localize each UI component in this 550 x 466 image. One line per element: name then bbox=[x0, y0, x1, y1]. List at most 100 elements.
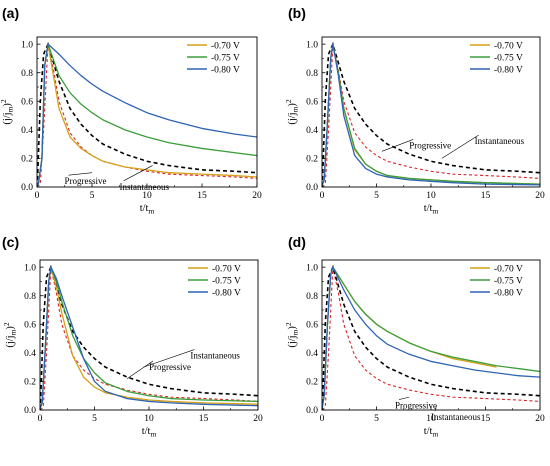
y-tick-label: 0.6 bbox=[24, 320, 36, 330]
chart-panel-1: (a) 0 5 10 15 20 0.0 0.2 0.4 0.6 0.8 1.0 t/tm (j/jm)2… bbox=[0, 5, 262, 216]
panel-label: (a) bbox=[2, 5, 19, 21]
annotation-leader bbox=[434, 405, 437, 412]
legend-label: -0.70 V bbox=[212, 264, 241, 274]
legend-label: -0.80 V bbox=[211, 65, 240, 75]
chart-panel-2: (b) 0 5 10 15 20 0.0 0.2 0.4 0.6 0.8 1.0 t/tm (j/jm)2… bbox=[284, 5, 545, 216]
y-tick-label: 1.0 bbox=[306, 40, 318, 50]
x-tick-label: 20 bbox=[535, 191, 545, 201]
x-tick-label: 20 bbox=[253, 414, 263, 424]
y-tick-label: 0.4 bbox=[21, 126, 33, 136]
x-axis-label: t/tm bbox=[424, 203, 439, 216]
theory-line-progressive bbox=[40, 267, 258, 410]
chart-panel-3: (c) 0 5 10 15 20 0.0 0.2 0.4 0.6 0.8 1.0 t/tm (j/jm)2… bbox=[2, 234, 263, 439]
annotation-instantaneous: Instantaneous bbox=[475, 136, 525, 146]
x-tick-label: 5 bbox=[374, 191, 379, 201]
annotation-leader bbox=[127, 360, 154, 379]
legend-label: -0.75 V bbox=[212, 276, 241, 286]
y-tick-label: 0.8 bbox=[24, 292, 36, 302]
y-tick-label: 0.6 bbox=[21, 97, 33, 107]
annotation-instantaneous: Instantaneous bbox=[190, 351, 240, 361]
y-axis-label: (j/jm)2 bbox=[284, 99, 300, 125]
x-tick-label: 10 bbox=[144, 414, 154, 424]
legend-label: -0.70 V bbox=[211, 41, 240, 51]
y-tick-label: 0.4 bbox=[306, 349, 318, 359]
theory-line-instantaneous bbox=[322, 264, 540, 410]
y-tick-label: 1.0 bbox=[24, 263, 36, 273]
x-tick-label: 10 bbox=[426, 414, 436, 424]
y-tick-label: 0.4 bbox=[306, 126, 318, 136]
y-tick-label: 0.6 bbox=[306, 320, 318, 330]
annotation-leader bbox=[398, 396, 410, 400]
x-axis-label: t/tm bbox=[140, 203, 155, 216]
theory-line-progressive bbox=[322, 44, 540, 187]
annotation-progressive: Progressive bbox=[409, 140, 451, 150]
legend-label: -0.75 V bbox=[494, 53, 523, 63]
y-axis-label: (j/jm)2 bbox=[2, 322, 18, 348]
x-tick-label: 0 bbox=[320, 191, 325, 201]
y-tick-label: 0.2 bbox=[21, 155, 33, 165]
y-axis-label: (j/jm)2 bbox=[284, 322, 300, 348]
x-tick-label: 20 bbox=[535, 414, 545, 424]
legend-label: -0.75 V bbox=[494, 276, 523, 286]
x-axis-label: t/tm bbox=[142, 426, 157, 439]
legend-label: -0.80 V bbox=[494, 65, 523, 75]
theory-line-instantaneous bbox=[322, 41, 540, 187]
x-tick-label: 20 bbox=[252, 191, 262, 201]
legend-label: -0.75 V bbox=[211, 53, 240, 63]
y-tick-label: 1.0 bbox=[21, 40, 33, 50]
panel-label: (c) bbox=[2, 234, 19, 250]
series-line-3 bbox=[322, 43, 540, 186]
theory-line-progressive bbox=[322, 267, 540, 410]
x-axis-label: t/tm bbox=[424, 426, 439, 439]
x-tick-label: 10 bbox=[142, 191, 152, 201]
y-tick-label: 0.2 bbox=[306, 155, 318, 165]
chart-panel-4: (d) 0 5 10 15 20 0.0 0.2 0.4 0.6 0.8 1.0 t/tm (j/jm)2… bbox=[284, 234, 545, 439]
annotation-progressive: Progressive bbox=[395, 401, 437, 411]
x-tick-label: 15 bbox=[197, 191, 207, 201]
x-tick-label: 15 bbox=[199, 414, 209, 424]
panel-label: (d) bbox=[288, 234, 306, 250]
legend-label: -0.80 V bbox=[212, 288, 241, 298]
annotation-leader bbox=[123, 165, 153, 182]
annotation-progressive: Progressive bbox=[149, 362, 191, 372]
y-tick-label: 0.8 bbox=[306, 69, 318, 79]
annotation-instantaneous: Instantaneous bbox=[431, 412, 481, 422]
x-tick-label: 0 bbox=[320, 414, 325, 424]
annotation-leader bbox=[143, 349, 195, 368]
y-tick-label: 0.6 bbox=[306, 97, 318, 107]
legend-label: -0.70 V bbox=[494, 41, 523, 51]
x-tick-label: 5 bbox=[90, 191, 95, 201]
x-tick-label: 0 bbox=[38, 414, 43, 424]
x-tick-label: 15 bbox=[481, 191, 491, 201]
theory-line-instantaneous bbox=[37, 41, 257, 187]
series-line-3 bbox=[37, 43, 257, 187]
x-tick-label: 0 bbox=[35, 191, 40, 201]
y-tick-label: 0.0 bbox=[21, 183, 33, 193]
y-tick-label: 0.4 bbox=[24, 349, 36, 359]
y-tick-label: 0.0 bbox=[306, 406, 318, 416]
series-line-3 bbox=[40, 266, 258, 409]
annotation-leader bbox=[441, 134, 479, 159]
y-axis-label: (j/jm)2 bbox=[0, 99, 15, 125]
theory-line-instantaneous bbox=[40, 264, 258, 410]
x-tick-label: 5 bbox=[92, 414, 97, 424]
legend-label: -0.70 V bbox=[494, 264, 523, 274]
legend-label: -0.80 V bbox=[494, 288, 523, 298]
y-tick-label: 0.0 bbox=[306, 183, 318, 193]
annotation-instantaneous: Instantaneous bbox=[120, 182, 170, 192]
x-tick-label: 10 bbox=[426, 191, 436, 201]
series-line-3 bbox=[322, 266, 540, 409]
y-tick-label: 0.0 bbox=[24, 406, 36, 416]
annotation-leader bbox=[381, 139, 414, 152]
x-tick-label: 15 bbox=[481, 414, 491, 424]
y-tick-label: 1.0 bbox=[306, 263, 318, 273]
y-tick-label: 0.8 bbox=[21, 69, 33, 79]
annotation-leader bbox=[68, 172, 93, 176]
y-tick-label: 0.2 bbox=[306, 378, 318, 388]
y-tick-label: 0.2 bbox=[24, 378, 36, 388]
panel-label: (b) bbox=[288, 5, 306, 21]
y-tick-label: 0.8 bbox=[306, 292, 318, 302]
annotation-progressive: Progressive bbox=[65, 176, 107, 186]
